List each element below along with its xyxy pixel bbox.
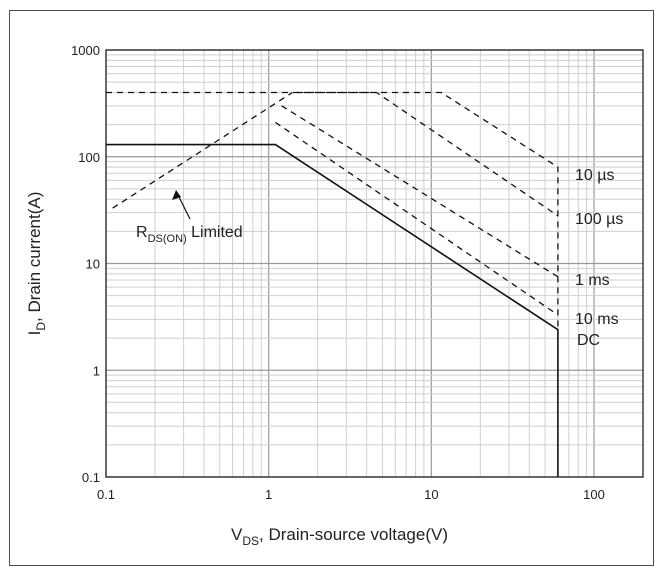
- y-tick-label: 1: [93, 363, 100, 378]
- curve-label: 10 µs: [575, 167, 614, 184]
- y-tick-label: 0.1: [82, 470, 100, 485]
- x-tick-label: 10: [424, 487, 438, 502]
- x-tick-label: 0.1: [97, 487, 115, 502]
- chart-frame: [9, 10, 654, 566]
- rdson-arrow-head: [172, 190, 181, 200]
- rdson-limited-label: RDS(ON) Limited: [136, 224, 243, 245]
- series-line: [297, 91, 559, 217]
- y-tick-label: 100: [78, 150, 100, 165]
- y-tick-label: 10: [86, 257, 100, 272]
- annotations: 10 µs 100 µs 1 ms 10 ms DC RDS(ON) Limited: [136, 167, 623, 349]
- x-tick-label: 1: [265, 487, 272, 502]
- series-line: [281, 105, 559, 278]
- series-line: [106, 143, 559, 477]
- top-strip-cropped-text: [0, 0, 661, 6]
- grid: [105, 49, 644, 478]
- plot-area-border: [105, 49, 644, 478]
- curve-label: 100 µs: [575, 211, 623, 228]
- x-tick-label: 100: [583, 487, 605, 502]
- rdson-arrow-shaft: [177, 194, 191, 220]
- curve-label: 1 ms: [575, 272, 610, 289]
- x-axis-title: VDS, Drain-source voltage(V): [231, 525, 448, 548]
- series-layer: [106, 91, 559, 477]
- tick-labels: 0.1 1 10 100 0.1 1 10 100 1000: [71, 43, 605, 502]
- series-line: [275, 121, 559, 316]
- y-axis-title: ID, Drain current(A): [25, 192, 48, 336]
- series-line: [112, 91, 293, 209]
- series-line: [106, 91, 559, 330]
- curve-label: 10 ms: [575, 311, 619, 328]
- curve-label: DC: [577, 332, 600, 349]
- y-tick-label: 1000: [71, 43, 100, 58]
